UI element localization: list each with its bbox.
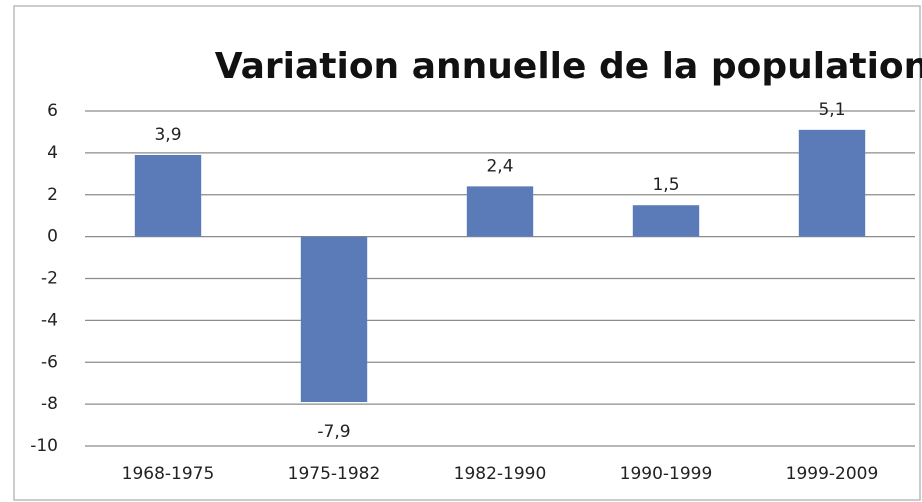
y-tick-label: -6 [41, 352, 58, 372]
y-tick-label: -8 [41, 394, 58, 414]
bar [632, 205, 700, 237]
y-tick-label: 0 [47, 227, 58, 247]
y-tick-label: 2 [47, 185, 58, 205]
data-label: -7,9 [317, 422, 350, 442]
bar [300, 236, 368, 403]
chart-title: Variation annuelle de la population [215, 46, 922, 87]
y-tick-label: 4 [47, 143, 58, 163]
x-tick-label: 1999-2009 [786, 464, 879, 484]
y-tick-label: 6 [47, 101, 58, 121]
bar [798, 129, 866, 237]
data-label: 2,4 [486, 156, 513, 176]
data-label: 1,5 [652, 175, 679, 195]
x-tick-label: 1990-1999 [620, 464, 713, 484]
data-label: 5,1 [818, 100, 845, 120]
x-tick-label: 1982-1990 [454, 464, 547, 484]
x-tick-label: 1968-1975 [122, 464, 215, 484]
bar [466, 186, 534, 237]
x-tick-label: 1975-1982 [288, 464, 381, 484]
y-tick-label: -10 [30, 436, 58, 456]
chart-frame [13, 5, 921, 501]
y-tick-label: -2 [41, 269, 58, 289]
data-label: 3,9 [154, 125, 181, 145]
bar [134, 154, 202, 237]
y-tick-label: -4 [41, 310, 58, 330]
